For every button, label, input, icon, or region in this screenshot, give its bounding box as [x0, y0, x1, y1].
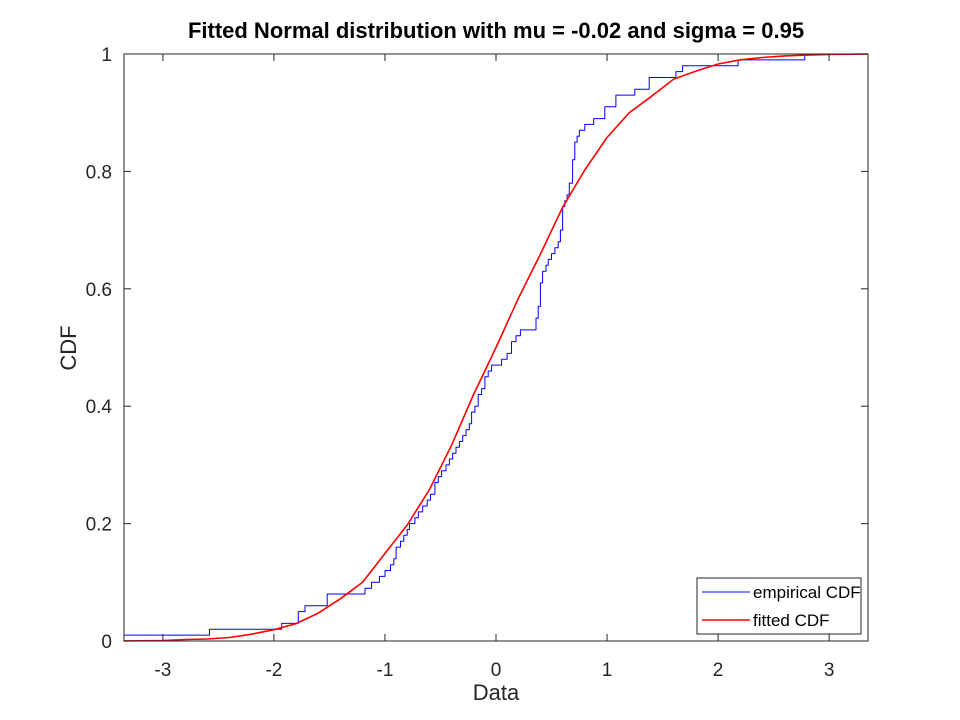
x-tick-label: 2 [713, 660, 724, 681]
y-tick-label: 0.6 [86, 280, 112, 301]
tick-layer: -3 -2 -1 0 1 2 3 0 0.2 0.4 0.6 0.8 1 [86, 45, 868, 681]
chart-title: Fitted Normal distribution with mu = -0.… [188, 18, 804, 43]
series-line-fitted-cdf [123, 53, 869, 642]
legend-label-empirical: empirical CDF [753, 583, 861, 602]
x-tick-label: 3 [824, 660, 835, 681]
y-tick-label: 0.8 [86, 162, 112, 183]
series-layer [123, 53, 869, 642]
legend: empirical CDF fitted CDF [696, 577, 862, 635]
legend-box [696, 577, 862, 635]
y-axis-title: CDF [56, 325, 81, 370]
x-axis-title: Data [473, 680, 520, 705]
x-tick-label: -1 [377, 660, 394, 681]
x-tick-label: 0 [491, 660, 502, 681]
y-tick-label: 0.2 [86, 515, 112, 536]
legend-label-fitted: fitted CDF [753, 611, 830, 630]
y-tick-label: 0 [101, 632, 112, 653]
x-tick-label: -3 [154, 660, 171, 681]
y-tick-label: 0.4 [86, 397, 113, 418]
series-line-empirical-cdf [124, 54, 806, 636]
y-tick-label: 1 [101, 45, 112, 66]
x-tick-label: 1 [602, 660, 613, 681]
x-tick-label: -2 [265, 660, 282, 681]
